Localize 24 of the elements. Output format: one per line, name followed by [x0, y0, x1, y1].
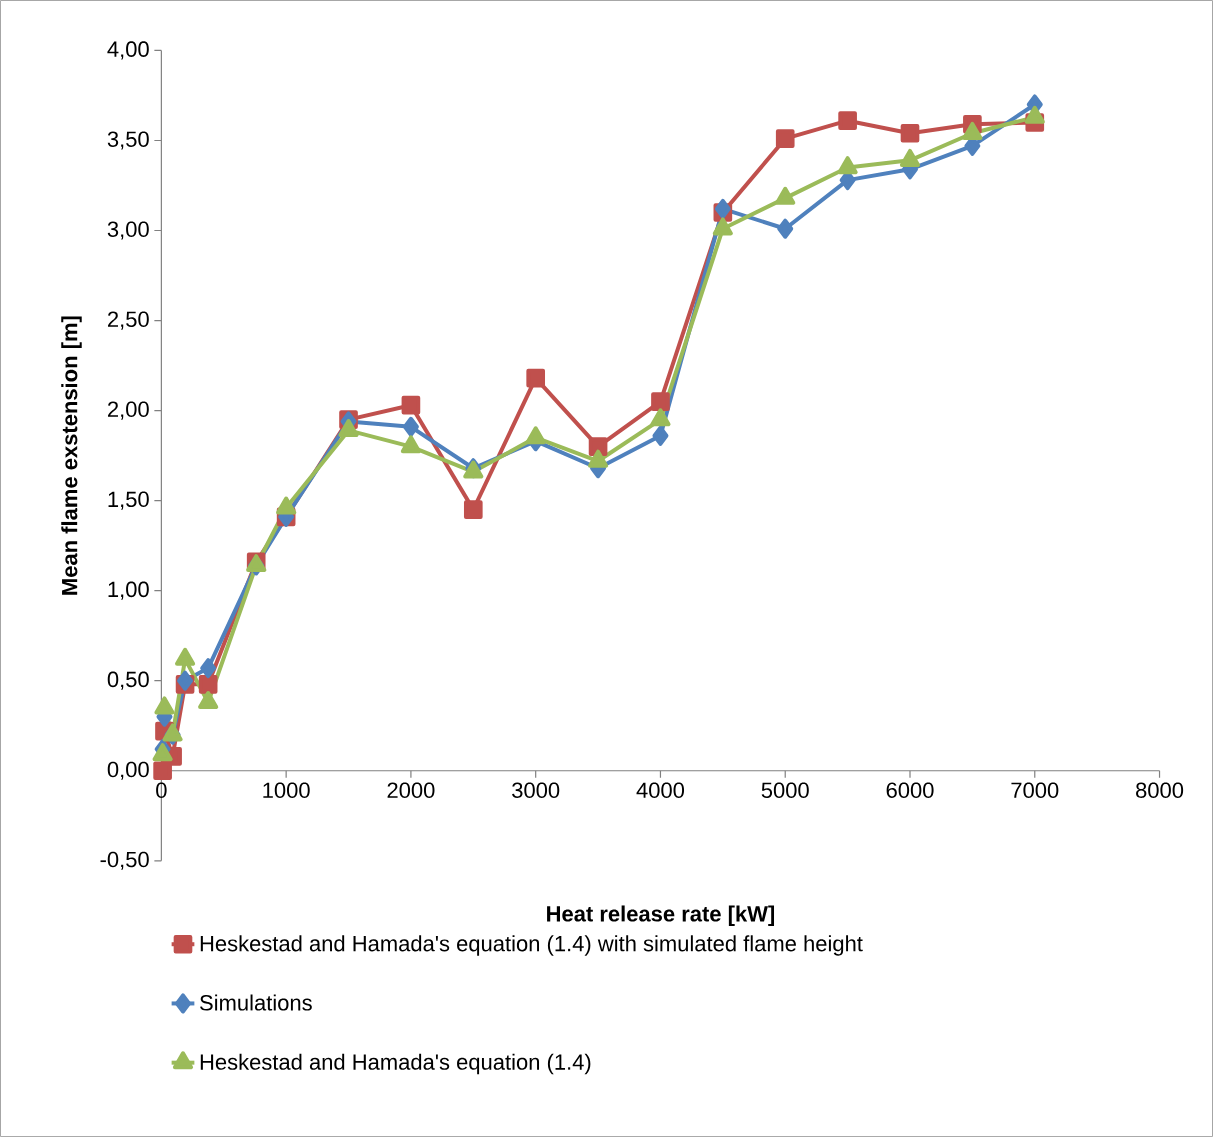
x-tick-label: 7000: [1011, 782, 1059, 798]
x-tick-label: 6000: [886, 782, 934, 798]
x-tick-label: 2000: [387, 782, 435, 798]
y-tick-label: -0,50: [100, 851, 149, 870]
x-tick-label: 5000: [761, 782, 809, 798]
x-axis-title: Heat release rate [kW]: [547, 905, 775, 926]
y-tick-label: 2,00: [108, 401, 149, 420]
x-tick-label: 8000: [1136, 782, 1184, 798]
y-tick-label: 4,00: [107, 41, 149, 60]
y-axis-title: Mean flame exstension [m]: [61, 316, 82, 595]
x-tick-label: 1000: [263, 782, 310, 798]
y-tick-label: 0,00: [107, 761, 149, 780]
y-tick-label: 3,50: [107, 131, 149, 150]
x-tick-label: 4000: [636, 782, 685, 798]
legend-label: Simulations: [200, 994, 312, 1011]
legend-label: Heskestad and Hamada's equation (1.4) with simulated flame height: [200, 935, 863, 956]
y-tick-label: 1,00: [108, 581, 149, 600]
y-tick-label: 1,50: [108, 491, 149, 510]
x-tick-label: 0: [156, 782, 167, 798]
y-tick-label: 3,00: [107, 221, 149, 240]
x-tick-label: 3000: [512, 782, 560, 798]
legend-label: Heskestad and Hamada's equation (1.4): [200, 1053, 591, 1075]
y-tick-label: 0,50: [107, 671, 149, 690]
y-tick-label: 2,50: [108, 311, 149, 330]
